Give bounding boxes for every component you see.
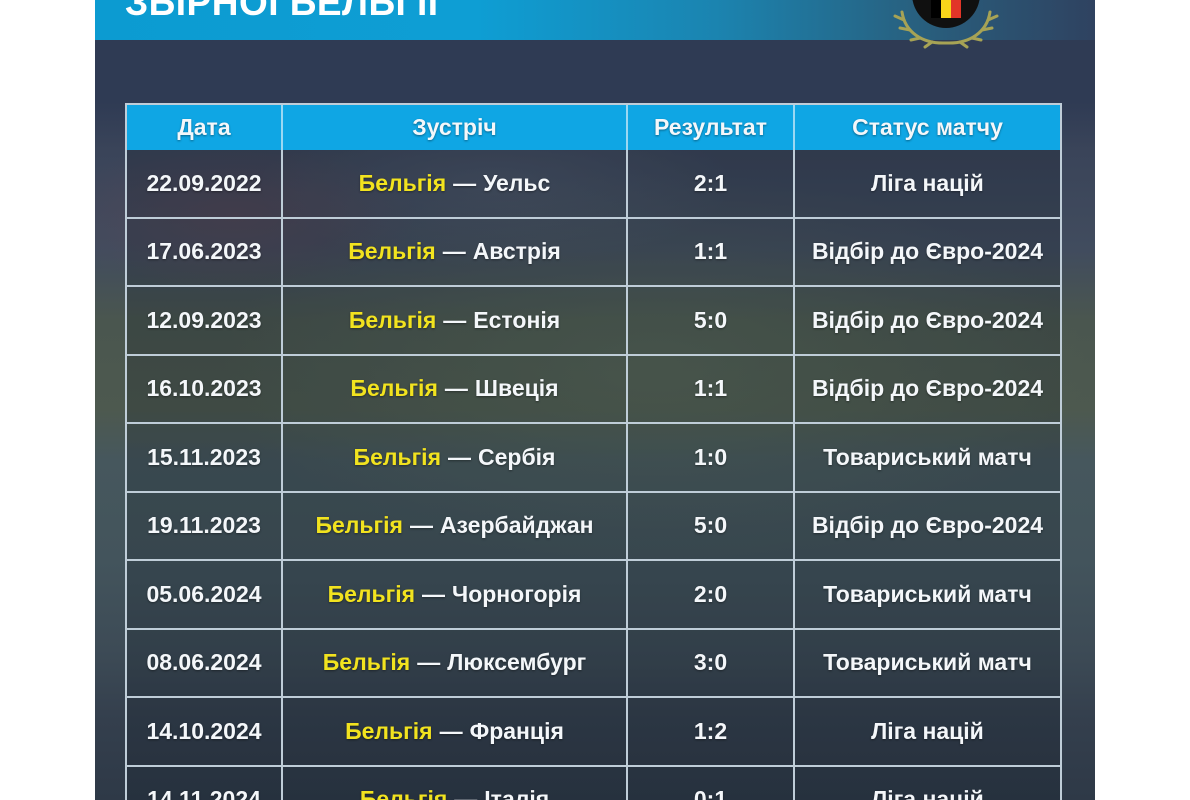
table-row: 14.10.2024 Бельгія — Франція 1:2 Ліга на… bbox=[127, 698, 1060, 767]
home-team: Бельгія bbox=[353, 443, 441, 470]
away-team: Австрія bbox=[472, 238, 561, 265]
cell-date: 19.11.2023 bbox=[127, 492, 283, 561]
cell-date: 14.10.2024 bbox=[127, 698, 283, 767]
cell-date: 12.09.2023 bbox=[127, 287, 283, 356]
away-team: Швеція bbox=[474, 375, 559, 402]
cell-status: Відбір до Євро-2024 bbox=[795, 287, 1060, 356]
cell-status: Товариський матч bbox=[795, 424, 1060, 493]
away-team: Азербайджан bbox=[439, 512, 594, 539]
cell-match: Бельгія — Австрія bbox=[283, 218, 628, 287]
cell-date: 16.10.2023 bbox=[127, 355, 283, 424]
table-row: 15.11.2023 Бельгія — Сербія 1:0 Товарись… bbox=[127, 424, 1060, 493]
cell-match: Бельгія — Естонія bbox=[283, 287, 628, 356]
dash-separator: — bbox=[454, 786, 478, 800]
cell-status: Відбір до Євро-2024 bbox=[795, 355, 1060, 424]
home-team: Бельгія bbox=[348, 306, 437, 333]
table-row: 08.06.2024 Бельгія — Люксембург 3:0 Това… bbox=[127, 629, 1060, 698]
dash-separator: — bbox=[439, 717, 463, 744]
cell-score: 0:1 bbox=[628, 766, 795, 800]
page-title: ЗБІРНОЇ БЕЛЬГІЇ bbox=[125, 0, 439, 23]
cell-match: Бельгія — Швеція bbox=[283, 355, 628, 424]
home-team: Бельгія bbox=[327, 580, 416, 607]
away-team: Чорногорія bbox=[452, 580, 582, 607]
cell-score: 3:0 bbox=[628, 629, 795, 698]
infographic-artboard: ЗБІРНОЇ БЕЛЬГІЇ Дата Зустріч Результат bbox=[95, 0, 1095, 800]
away-team: Сербія bbox=[478, 443, 556, 470]
dash-separator: — bbox=[453, 169, 477, 196]
cell-status: Відбір до Євро-2024 bbox=[795, 492, 1060, 561]
home-team: Бельгія bbox=[358, 169, 447, 196]
table-row: 19.11.2023 Бельгія — Азербайджан 5:0 Від… bbox=[127, 492, 1060, 561]
home-team: Бельгія bbox=[359, 786, 448, 800]
table-row: 17.06.2023 Бельгія — Австрія 1:1 Відбір … bbox=[127, 218, 1060, 287]
home-team: Бельгія bbox=[345, 717, 433, 744]
away-team: Франція bbox=[469, 717, 564, 744]
cell-match: Бельгія — Азербайджан bbox=[283, 492, 628, 561]
table-row: 16.10.2023 Бельгія — Швеція 1:1 Відбір д… bbox=[127, 355, 1060, 424]
cell-status: Відбір до Євро-2024 bbox=[795, 218, 1060, 287]
cell-status: Ліга націй bbox=[795, 766, 1060, 800]
dash-separator: — bbox=[409, 512, 433, 539]
cell-status: Товариський матч bbox=[795, 629, 1060, 698]
results-table: Дата Зустріч Результат Статус матчу 22.0… bbox=[125, 103, 1062, 800]
cell-match: Бельгія — Франція bbox=[283, 698, 628, 767]
cell-score: 5:0 bbox=[628, 492, 795, 561]
cell-status: Ліга націй bbox=[795, 150, 1060, 219]
column-header-match: Зустріч bbox=[283, 105, 628, 150]
home-team: Бельгія bbox=[348, 238, 436, 265]
dash-separator: — bbox=[417, 649, 441, 676]
home-team: Бельгія bbox=[350, 375, 438, 402]
cell-match: Бельгія — Італія bbox=[283, 766, 628, 800]
cell-match: Бельгія — Сербія bbox=[283, 424, 628, 493]
away-team: Естонія bbox=[473, 306, 561, 333]
cell-match: Бельгія — Чорногорія bbox=[283, 561, 628, 630]
cell-score: 2:1 bbox=[628, 150, 795, 219]
belgium-crest-icon bbox=[893, 0, 999, 49]
cell-status: Товариський матч bbox=[795, 561, 1060, 630]
column-header-score: Результат bbox=[628, 105, 795, 150]
cell-score: 1:0 bbox=[628, 424, 795, 493]
cell-match: Бельгія — Уельс bbox=[283, 150, 628, 219]
cell-score: 5:0 bbox=[628, 287, 795, 356]
cell-date: 17.06.2023 bbox=[127, 218, 283, 287]
column-header-status: Статус матчу bbox=[795, 105, 1060, 150]
cell-score: 1:1 bbox=[628, 355, 795, 424]
cell-date: 14.11.2024 bbox=[127, 766, 283, 800]
away-team: Італія bbox=[484, 786, 550, 800]
cell-match: Бельгія — Люксембург bbox=[283, 629, 628, 698]
cell-date: 08.06.2024 bbox=[127, 629, 283, 698]
cell-date: 15.11.2023 bbox=[127, 424, 283, 493]
dash-separator: — bbox=[443, 306, 467, 333]
cell-status: Ліга націй bbox=[795, 698, 1060, 767]
dash-separator: — bbox=[448, 443, 471, 470]
table-row: 14.11.2024 Бельгія — Італія 0:1 Ліга нац… bbox=[127, 766, 1060, 800]
table-row: 05.06.2024 Бельгія — Чорногорія 2:0 Това… bbox=[127, 561, 1060, 630]
cell-score: 1:2 bbox=[628, 698, 795, 767]
cell-score: 1:1 bbox=[628, 218, 795, 287]
table-row: 12.09.2023 Бельгія — Естонія 5:0 Відбір … bbox=[127, 287, 1060, 356]
column-header-date: Дата bbox=[127, 105, 283, 150]
dash-separator: — bbox=[442, 238, 466, 265]
away-team: Уельс bbox=[483, 169, 551, 196]
dash-separator: — bbox=[444, 375, 468, 402]
cell-date: 05.06.2024 bbox=[127, 561, 283, 630]
table-header-row: Дата Зустріч Результат Статус матчу bbox=[127, 105, 1060, 150]
cell-score: 2:0 bbox=[628, 561, 795, 630]
home-team: Бельгія bbox=[322, 649, 411, 676]
laurel-wreath-icon bbox=[893, 10, 999, 49]
dash-separator: — bbox=[422, 580, 446, 607]
cell-date: 22.09.2022 bbox=[127, 150, 283, 219]
table-row: 22.09.2022 Бельгія — Уельс 2:1 Ліга наці… bbox=[127, 150, 1060, 219]
home-team: Бельгія bbox=[315, 512, 403, 539]
away-team: Люксембург bbox=[447, 649, 587, 676]
belgium-flag-icon bbox=[931, 0, 961, 18]
